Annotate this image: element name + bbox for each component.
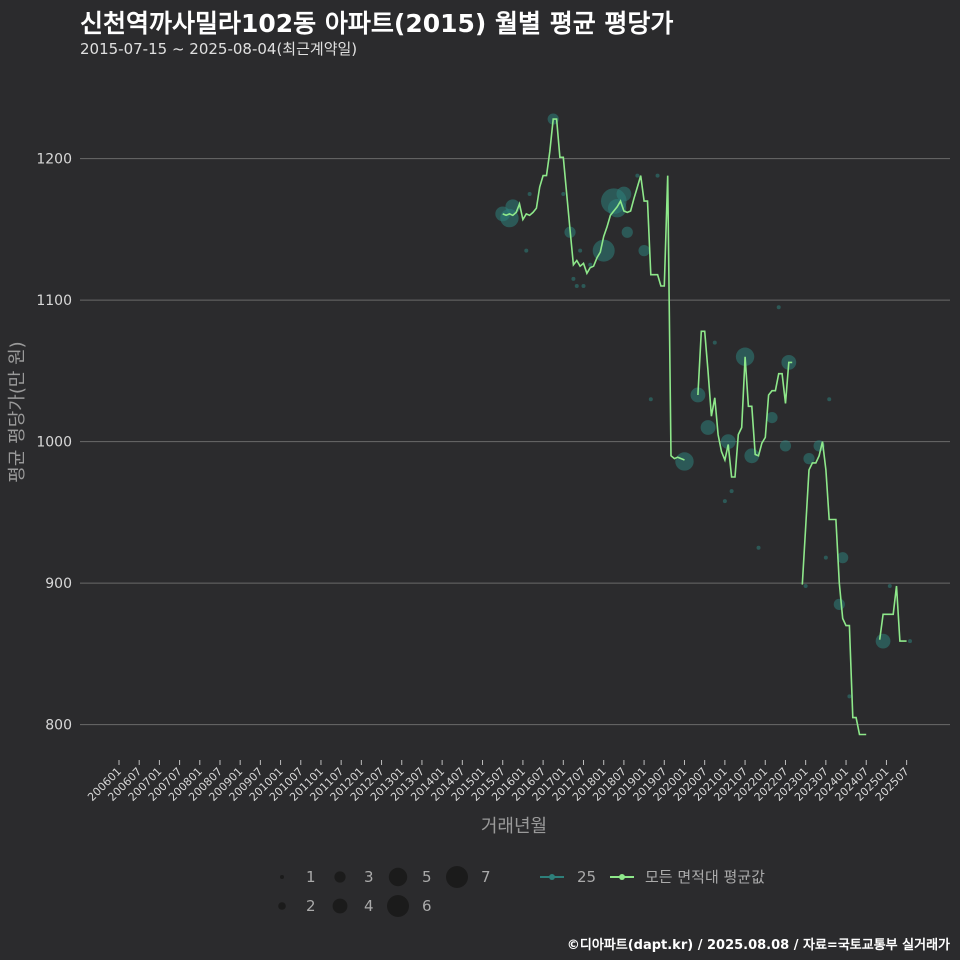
legend-size-3 xyxy=(334,871,346,883)
legend-size-label-6: 6 xyxy=(422,897,432,915)
data-point-37 xyxy=(803,453,815,465)
data-point-18 xyxy=(635,173,640,178)
data-point-27 xyxy=(720,434,736,450)
data-point-41 xyxy=(833,598,845,610)
average-line-segment-2 xyxy=(801,441,867,736)
data-point-26 xyxy=(722,499,727,504)
legend-label-average: 모든 면적대 평균값 xyxy=(645,868,765,886)
data-point-42 xyxy=(837,552,849,564)
data-point-46 xyxy=(908,639,912,644)
data-point-24 xyxy=(700,420,716,435)
average-line-segment-1 xyxy=(697,330,793,478)
legend-size-5 xyxy=(388,867,408,887)
data-point-39 xyxy=(823,555,828,560)
data-point-19 xyxy=(638,245,650,257)
data-point-34 xyxy=(779,440,792,452)
data-point-6 xyxy=(561,192,566,197)
data-point-17 xyxy=(621,226,633,238)
legend: 1 2 3 4 5 6 7 25 모든 면적대 평균값 xyxy=(278,866,765,917)
legend-size-1 xyxy=(280,875,284,879)
data-point-21 xyxy=(655,173,660,178)
average-line xyxy=(502,118,907,736)
legend-size-7 xyxy=(446,866,468,888)
data-point-32 xyxy=(766,411,778,424)
legend-size-label-3: 3 xyxy=(364,868,374,886)
data-point-44 xyxy=(875,633,891,649)
data-point-9 xyxy=(574,284,579,289)
y-tick-label-900: 900 xyxy=(45,576,72,592)
source-caption: ©디아파트(dapt.kr) / 2025.08.08 / 자료=국토교통부 실… xyxy=(566,938,950,953)
legend-label-25: 25 xyxy=(577,868,596,886)
y-tick-label-800: 800 xyxy=(45,718,72,734)
chart-subtitle: 2015-07-15 ~ 2025-08-04(최근계약일) xyxy=(80,40,358,58)
data-point-3 xyxy=(524,248,529,253)
data-point-10 xyxy=(578,248,583,253)
y-tick-labels: 800 900 1000 1100 1200 xyxy=(36,152,72,734)
legend-size-label-5: 5 xyxy=(422,868,432,886)
data-point-40 xyxy=(827,397,832,402)
data-point-11 xyxy=(581,284,586,289)
legend-size-label-7: 7 xyxy=(481,868,491,886)
data-point-16 xyxy=(616,186,632,202)
data-point-25 xyxy=(712,340,717,345)
grid-lines xyxy=(80,158,950,726)
x-axis-title: 거래년월 xyxy=(481,816,547,837)
y-tick-label-1000: 1000 xyxy=(36,435,72,451)
legend-size-6 xyxy=(387,895,409,917)
data-point-4 xyxy=(527,192,532,197)
y-tick-label-1200: 1200 xyxy=(36,152,72,168)
data-point-31 xyxy=(756,545,761,550)
data-point-33 xyxy=(776,305,781,310)
average-line-segment-0 xyxy=(502,118,685,461)
legend-size-2 xyxy=(278,902,286,910)
data-point-36 xyxy=(803,583,808,588)
data-point-43 xyxy=(847,694,852,699)
y-tick-label-1100: 1100 xyxy=(36,293,72,309)
data-point-8 xyxy=(571,276,576,281)
data-point-12 xyxy=(588,262,593,267)
scatter-points xyxy=(495,113,912,699)
data-point-45 xyxy=(887,583,892,588)
data-point-22 xyxy=(675,452,694,471)
legend-key-point-average xyxy=(619,874,625,880)
legend-size-label-4: 4 xyxy=(364,897,374,915)
data-point-20 xyxy=(648,397,653,402)
x-ticks: 2006012006072007012007072008012008072009… xyxy=(85,760,912,804)
legend-size-label-2: 2 xyxy=(306,897,316,915)
legend-key-point-25 xyxy=(549,874,555,880)
y-axis-title: 평균 평당가(만 원) xyxy=(7,341,28,482)
legend-size-4 xyxy=(332,898,348,914)
legend-size-label-1: 1 xyxy=(306,868,316,886)
average-line-segment-3 xyxy=(878,585,907,642)
data-point-28 xyxy=(729,489,734,494)
chart-title: 신천역까사밀라102동 아파트(2015) 월별 평균 평당가 xyxy=(80,9,674,38)
